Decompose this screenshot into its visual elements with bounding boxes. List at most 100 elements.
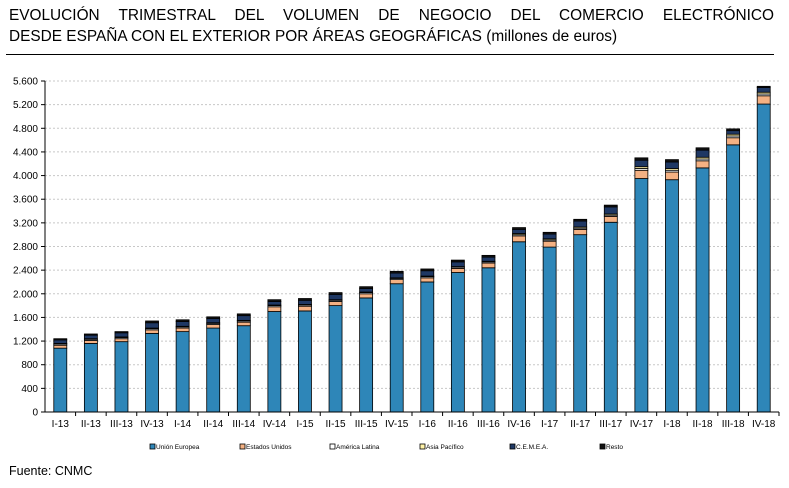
bar-segment-resto xyxy=(726,128,741,132)
legend-swatch-latam xyxy=(329,443,336,450)
bar-segment-cemea xyxy=(114,332,129,338)
bar-segment-ue xyxy=(603,221,618,413)
bar-segment-cemea xyxy=(206,318,221,324)
y-tick-label: 4.000 xyxy=(13,171,38,182)
bar-segment-eeuu xyxy=(603,215,618,223)
bar-segment-ue xyxy=(573,234,588,413)
y-tick-label: 2.400 xyxy=(13,266,38,277)
bar-segment-eeuu xyxy=(328,301,343,307)
bar-segment-resto xyxy=(298,298,312,301)
bar-segment-eeuu xyxy=(114,338,129,343)
legend-swatch-ue xyxy=(149,443,156,450)
y-tick-label: 2.800 xyxy=(13,242,38,253)
legend-label-ue: Unión Europea xyxy=(156,444,200,451)
bar-segment-resto xyxy=(83,333,98,336)
bar-segment-eeuu xyxy=(359,293,374,299)
bar-segment-ue xyxy=(756,103,771,413)
x-tick-label: II-14 xyxy=(203,419,223,430)
bar-segment-cemea xyxy=(236,315,251,321)
bar-segment-resto xyxy=(512,227,526,230)
bar-segment-eeuu xyxy=(420,277,435,283)
bar-segment-eeuu xyxy=(542,240,557,248)
bar-segment-cemea xyxy=(634,159,649,168)
bar-segment-cemea xyxy=(603,206,618,215)
bar-segment-resto xyxy=(236,313,251,317)
x-tick-label: II-18 xyxy=(693,419,713,430)
bar-segment-eeuu xyxy=(53,344,68,349)
bar-layer xyxy=(53,85,771,413)
chart-title-line-1: EVOLUCIÓN TRIMESTRAL DEL VOLUMEN DE NEGO… xyxy=(9,7,774,24)
x-tick-label: I-18 xyxy=(663,419,681,430)
bar-segment-eeuu xyxy=(389,279,404,285)
bar-segment-eeuu xyxy=(267,306,282,312)
bar-segment-resto xyxy=(267,299,282,302)
bar-segment-resto xyxy=(145,320,159,324)
bar-segment-eeuu xyxy=(145,329,159,334)
y-tick-label: 4.800 xyxy=(13,124,38,135)
bar-segment-resto xyxy=(328,292,343,295)
bar-segment-ue xyxy=(236,325,251,413)
y-tick-label: 5.200 xyxy=(13,100,38,111)
bar-segment-cemea xyxy=(175,321,190,327)
x-tick-label: III-13 xyxy=(110,419,133,430)
bar-segment-ue xyxy=(542,246,557,413)
bar-segment-ue xyxy=(206,327,221,413)
bar-segment-cemea xyxy=(481,256,496,262)
chart-title-line-2: DESDE ESPAÑA CON EL EXTERIOR POR ÁREAS G… xyxy=(9,28,618,45)
bar-segment-ue xyxy=(420,281,435,413)
bar-segment-ue xyxy=(359,297,374,413)
bar-segment-eeuu xyxy=(756,95,771,105)
legend-label-asia: Asia Pacífico xyxy=(426,444,464,451)
bar-segment-cemea xyxy=(573,220,588,228)
y-tick-label: 3.600 xyxy=(13,195,38,206)
stacked-bar-chart: 0 400 800 1.200 1.600 2.000 2.400 2.800 3.200 3.6… xyxy=(13,77,780,451)
x-tick-label: I-13 xyxy=(52,419,70,430)
bar-segment-resto xyxy=(359,286,374,289)
x-tick-label: II-17 xyxy=(570,419,590,430)
y-tick-label: 800 xyxy=(21,360,38,371)
x-axis-ticks: I-13 II-13 III-13 IV-13 I-14 II-14 III-14 IV-14… xyxy=(52,412,780,430)
bar-segment-cemea xyxy=(359,288,374,293)
bar-segment-ue xyxy=(450,272,465,413)
bar-segment-ue xyxy=(175,331,190,413)
bar-segment-resto xyxy=(542,231,557,235)
x-tick-label: IV-14 xyxy=(263,419,287,430)
legend-label-resto: Resto xyxy=(606,444,623,451)
bar-segment-resto xyxy=(573,218,588,222)
y-axis-ticks: 0 400 800 1.200 1.600 2.000 2.400 2.800 3.200 3.6… xyxy=(13,77,45,419)
bar-segment-eeuu xyxy=(634,169,649,179)
bar-segment-ue xyxy=(634,178,649,413)
legend-label-latam: América Latina xyxy=(336,444,380,451)
bar-segment-cemea xyxy=(83,334,98,340)
y-tick-label: 2.000 xyxy=(13,289,38,300)
bar-segment-eeuu xyxy=(573,228,588,236)
x-tick-label: III-14 xyxy=(232,419,255,430)
x-tick-label: IV-18 xyxy=(752,419,776,430)
bar-segment-resto xyxy=(114,331,129,334)
bar-segment-cemea xyxy=(450,261,465,267)
bar-segment-resto xyxy=(756,85,771,88)
bar-segment-cemea xyxy=(756,87,771,93)
bar-segment-eeuu xyxy=(83,340,98,344)
bar-segment-eeuu xyxy=(481,262,496,269)
bar-segment-resto xyxy=(603,204,618,208)
x-tick-label: II-16 xyxy=(448,419,468,430)
bar-segment-cemea xyxy=(145,322,159,329)
y-tick-label: 4.400 xyxy=(13,147,38,158)
chart-title: EVOLUCIÓN TRIMESTRAL DEL VOLUMEN DE NEGO… xyxy=(9,5,774,47)
bar-segment-resto xyxy=(634,157,649,161)
x-tick-label: III-15 xyxy=(355,419,378,430)
x-tick-label: II-13 xyxy=(81,419,101,430)
bar-segment-cemea xyxy=(389,272,404,279)
bar-segment-eeuu xyxy=(695,160,710,169)
bar-segment-resto xyxy=(481,254,496,258)
bar-segment-resto xyxy=(389,270,404,274)
legend-swatch-cemea xyxy=(509,443,516,450)
bar-segment-cemea xyxy=(665,161,679,169)
x-tick-label: I-14 xyxy=(174,419,192,430)
y-tick-label: 3.200 xyxy=(13,218,38,229)
bar-segment-cemea xyxy=(328,293,343,301)
bar-segment-cemea xyxy=(726,130,741,135)
bar-segment-ue xyxy=(695,167,710,413)
bar-segment-eeuu xyxy=(175,327,190,333)
